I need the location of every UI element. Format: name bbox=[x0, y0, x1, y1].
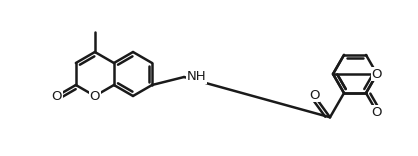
Text: O: O bbox=[372, 106, 382, 119]
Text: O: O bbox=[51, 90, 62, 102]
Text: O: O bbox=[89, 90, 100, 102]
Text: O: O bbox=[372, 68, 382, 80]
Text: O: O bbox=[309, 89, 319, 102]
Text: NH: NH bbox=[187, 71, 206, 83]
